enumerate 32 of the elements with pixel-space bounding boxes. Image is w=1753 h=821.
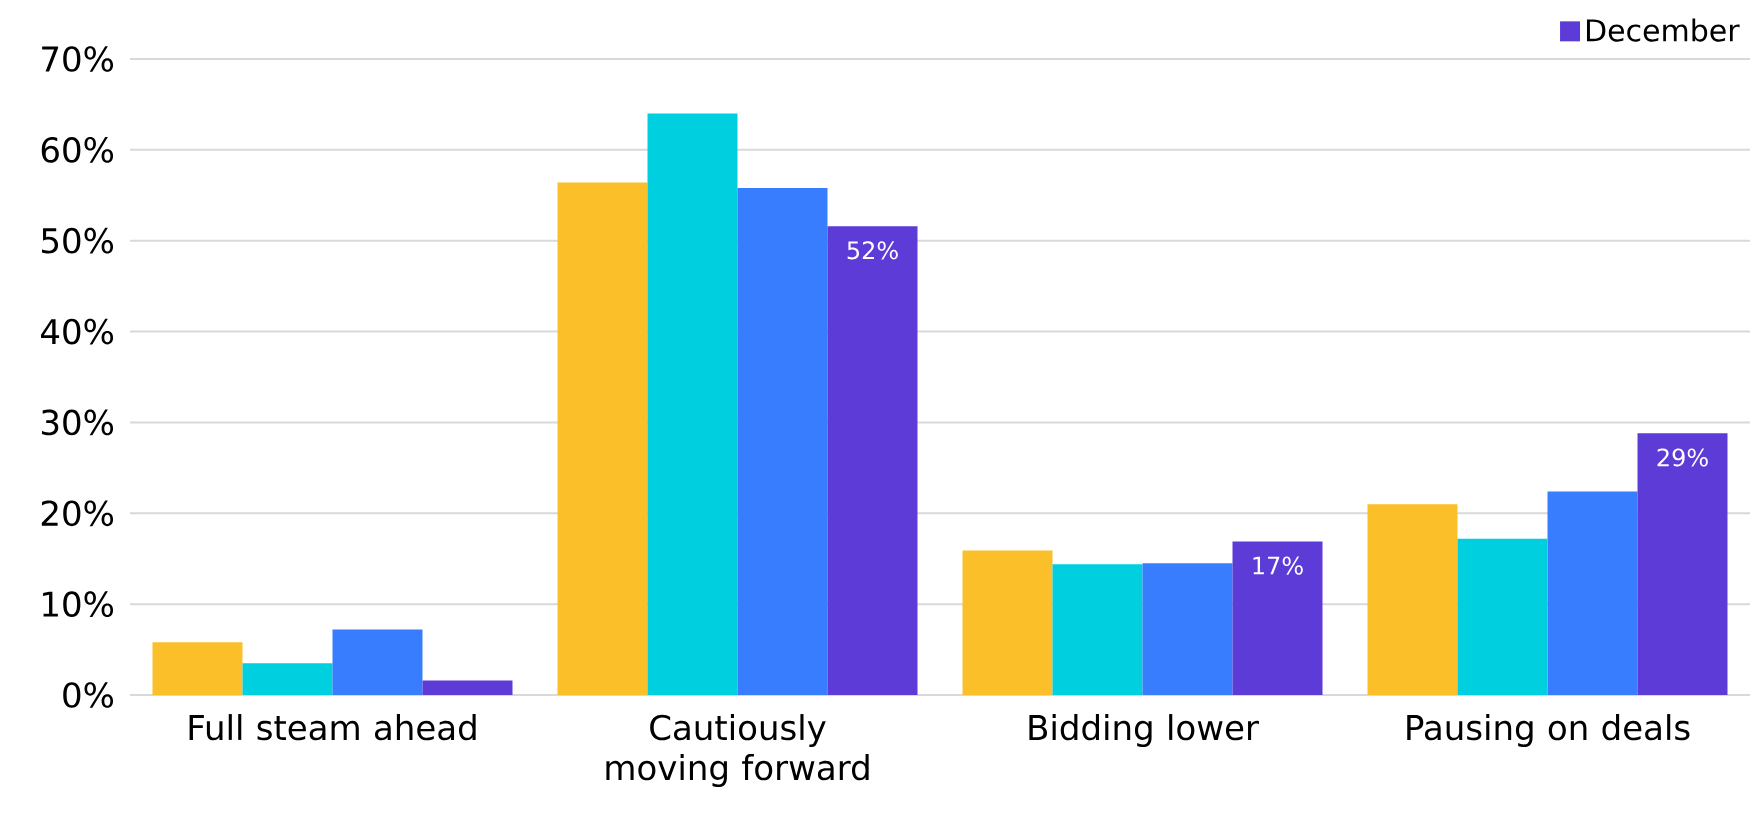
data-label: 17% — [1253, 556, 1303, 575]
y-tick-label: 60% — [41, 136, 114, 163]
bar — [152, 642, 243, 695]
y-tick-label: 30% — [41, 409, 114, 436]
x-tick-label: Bidding lower — [1029, 714, 1259, 747]
bar — [1232, 541, 1323, 695]
y-tick-label: 0% — [63, 682, 114, 708]
data-label: 29% — [1657, 448, 1708, 467]
bar — [647, 113, 738, 695]
bar — [422, 680, 513, 695]
x-tick-label: Full steam ahead — [189, 714, 476, 741]
bar — [1457, 538, 1548, 695]
bar — [1052, 564, 1143, 695]
bar — [242, 663, 333, 695]
data-label: 52% — [847, 241, 898, 260]
y-tick-label: 10% — [43, 591, 114, 617]
x-tick-label: Cautiously moving forward — [606, 714, 869, 787]
y-tick-label: 20% — [41, 500, 114, 527]
y-tick-label: 50% — [42, 227, 114, 254]
bar — [1547, 491, 1638, 695]
x-tick-label: Pausing on deals — [1407, 714, 1690, 747]
y-tick-label: 40% — [41, 318, 114, 345]
bar — [827, 226, 918, 695]
bar — [1367, 504, 1458, 695]
bar — [962, 550, 1053, 695]
bar — [737, 188, 828, 695]
y-tick-label: 70% — [42, 46, 114, 72]
legend-label: December — [1586, 18, 1740, 42]
bar — [332, 629, 423, 695]
bar — [1637, 433, 1728, 695]
bar — [557, 182, 648, 695]
bar — [1142, 563, 1233, 695]
